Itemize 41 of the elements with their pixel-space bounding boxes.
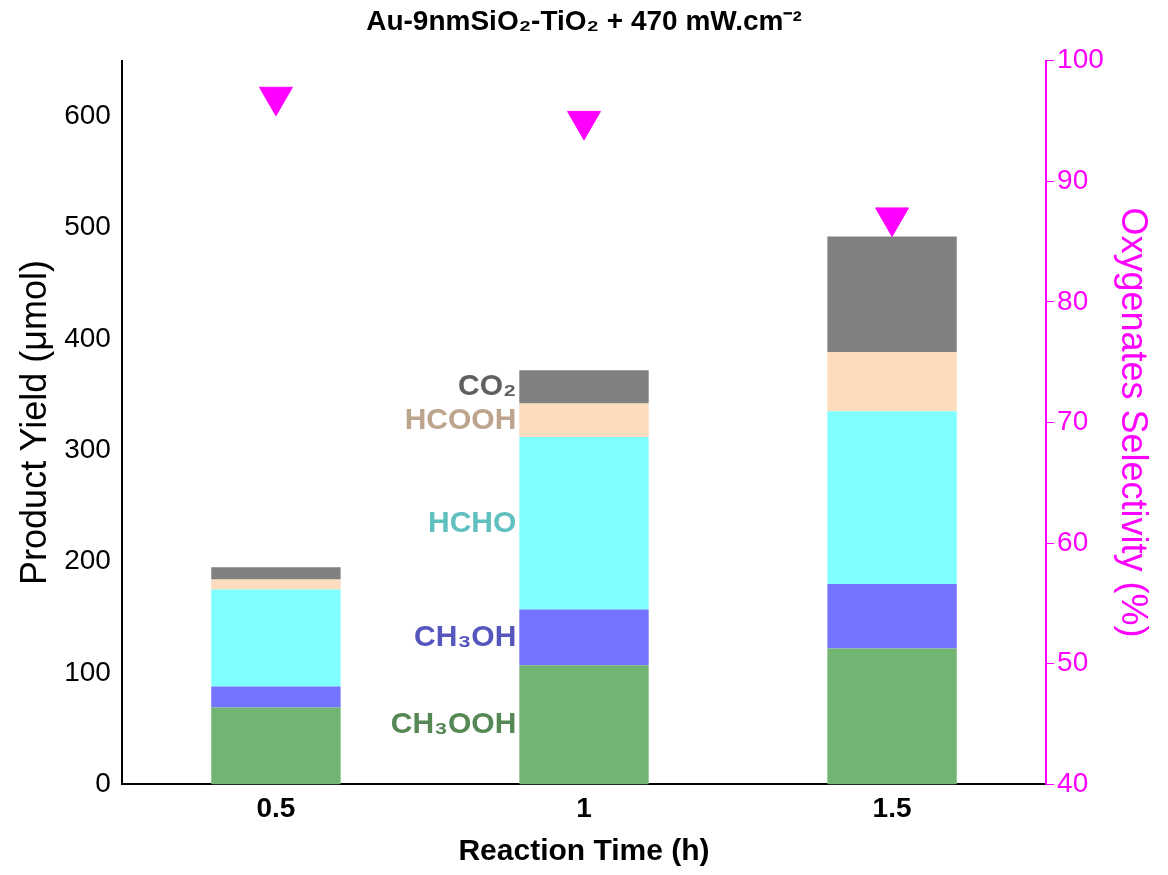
series-label: HCHO [427,504,517,538]
bar [827,236,957,353]
bar [519,665,649,785]
bar [519,436,649,610]
chart-title: Au-9nmSiO₂-TiO₂ + 470 mW.cm⁻² [366,4,802,36]
y-axis-title: Product Yield (μmol) [12,260,54,585]
bar [519,370,649,404]
y-tick-label: 600 [64,99,111,130]
y2-tick-label: 60 [1057,525,1089,557]
x-tick-label: 1 [576,791,592,823]
y2-tick-label: 80 [1057,284,1089,316]
y2-tick-label: 40 [1057,767,1089,799]
bar [827,352,957,412]
x-axis-title: Reaction Time (h) [458,833,710,867]
y2-tick-label: 50 [1057,646,1089,678]
bar [827,411,957,584]
y2-axis-title: Oxygenates Selectivity (%) [1114,207,1156,638]
bar [827,583,957,649]
bar [211,686,341,708]
bar [211,567,341,580]
y2-tick-label: 70 [1057,405,1089,437]
y2-tick-label: 90 [1057,163,1089,195]
bar [211,579,341,590]
y2-tick-label: 100 [1057,43,1104,75]
x-tick-label: 0.5 [256,791,296,823]
y-tick-label: 100 [64,655,111,687]
y-tick-label: 500 [64,210,111,242]
series-label: CH₃OOH [390,706,517,740]
bar [519,609,649,666]
y-tick-label: 300 [64,433,111,465]
y-tick-label: 0 [95,767,111,799]
series-label: CH₃OH [414,618,517,652]
bar [211,589,341,687]
series-label: CO₂ [457,368,517,402]
y-tick-label: 200 [64,544,111,576]
series-label: HCOOH [404,401,517,435]
bar [211,707,341,785]
bar [519,403,649,437]
x-tick-label: 1.5 [872,791,912,823]
y-tick-label: 400 [64,321,111,353]
bar [827,648,957,785]
